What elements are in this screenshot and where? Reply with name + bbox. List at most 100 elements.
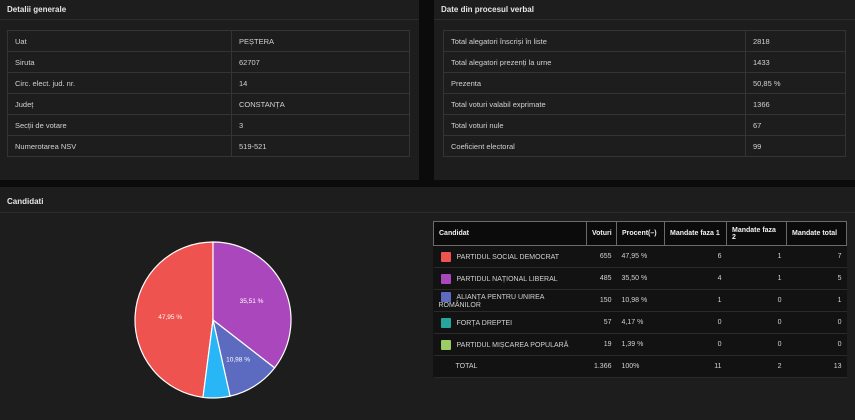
detail-label: Prezenta [443, 72, 746, 94]
candidate-votes: 57 [586, 311, 617, 334]
candidate-mandates-phase-1: 0 [664, 333, 727, 356]
detail-row: Numerotarea NSV 519-521 [7, 135, 410, 157]
pie-slice-label: 47,95 % [158, 314, 182, 321]
pie-slice[interactable] [202, 319, 231, 399]
candidate-name-cell: PARTIDUL NAȚIONAL LIBERAL [433, 267, 587, 290]
party-color-swatch [440, 292, 451, 302]
candidate-name: ALIANȚA PENTRU UNIREA ROMÂNILOR [438, 293, 545, 309]
candidate-name: PARTIDUL MIȘCAREA POPULARĂ [456, 341, 569, 349]
detail-row: Coeficient electoral 99 [443, 135, 846, 157]
candidate-mandates-phase-1: 6 [664, 245, 727, 268]
detail-value: 2818 [745, 30, 846, 52]
pie-slice-label: 10,98 % [226, 357, 250, 364]
panel-divider [0, 19, 419, 20]
votes-pie-chart: 47,95 % 35,51 % 10,98 % [134, 241, 292, 399]
candidate-mandates-phase-1: 4 [664, 267, 727, 290]
candidate-percent: 10,98 % [616, 289, 665, 312]
detail-value: 14 [231, 72, 410, 94]
candidate-votes: 150 [586, 289, 617, 312]
candidate-mandates-total: 0 [786, 311, 847, 334]
general-details-title: Detalii generale [7, 5, 67, 14]
candidate-name: PARTIDUL NAȚIONAL LIBERAL [456, 275, 558, 283]
detail-row: Secții de votare 3 [7, 114, 410, 136]
detail-row: Uat PEȘTERA [7, 30, 410, 52]
candidates-header-row: Candidat Voturi Procent(–) Mandate faza … [433, 221, 847, 246]
candidate-mandates-phase-2: 0 [726, 289, 787, 312]
candidate-row: PARTIDUL MIȘCAREA POPULARĂ 19 1,39 % 0 0 0 [433, 333, 847, 356]
party-color-swatch [440, 273, 451, 284]
candidates-table: Candidat Voturi Procent(–) Mandate faza … [433, 221, 847, 378]
detail-label: Total alegatori prezenți la urne [443, 51, 746, 73]
candidate-mandates-total: 7 [786, 245, 847, 268]
header-votes[interactable]: Voturi [586, 221, 617, 246]
detail-row: Total voturi nule 67 [443, 114, 846, 136]
detail-row: Total alegatori înscriși în liste 2818 [443, 30, 846, 52]
detail-label: Total alegatori înscriși în liste [443, 30, 746, 52]
candidate-percent: 1,39 % [616, 333, 665, 356]
candidate-mandates-total: 0 [786, 333, 847, 356]
detail-value: 519-521 [231, 135, 410, 157]
party-color-swatch [440, 339, 451, 350]
detail-row: Total voturi valabil exprimate 1366 [443, 93, 846, 115]
candidate-name-cell: ALIANȚA PENTRU UNIREA ROMÂNILOR [433, 289, 587, 312]
total-mandates-total: 13 [786, 355, 847, 378]
pie-slice[interactable] [134, 241, 214, 399]
detail-row: Prezenta 50,85 % [443, 72, 846, 94]
candidate-name-cell: PARTIDUL MIȘCAREA POPULARĂ [433, 333, 587, 356]
candidate-mandates-phase-2: 0 [726, 311, 787, 334]
candidate-row: FORȚA DREPTEI 57 4,17 % 0 0 0 [433, 311, 847, 334]
candidate-name: PARTIDUL SOCIAL DEMOCRAT [456, 253, 560, 261]
party-color-swatch [440, 317, 451, 328]
candidate-mandates-phase-2: 1 [726, 245, 787, 268]
header-mandates-phase-1[interactable]: Mandate faza 1 [664, 221, 727, 246]
total-mandates-phase-2: 2 [726, 355, 787, 378]
candidate-name-cell: PARTIDUL SOCIAL DEMOCRAT [433, 245, 587, 268]
candidate-row: PARTIDUL SOCIAL DEMOCRAT 655 47,95 % 6 1 7 [433, 245, 847, 268]
detail-value: 1366 [745, 93, 846, 115]
detail-value: 50,85 % [745, 72, 846, 94]
detail-value: PEȘTERA [231, 30, 410, 52]
detail-label: Circ. elect. jud. nr. [7, 72, 232, 94]
party-color-swatch [440, 251, 451, 262]
panel-divider [434, 19, 855, 20]
header-mandates-phase-2[interactable]: Mandate faza 2 [726, 221, 787, 246]
header-percent[interactable]: Procent(–) [616, 221, 665, 246]
detail-value: 67 [745, 114, 846, 136]
detail-label: Județ [7, 93, 232, 115]
candidate-mandates-phase-1: 0 [664, 311, 727, 334]
candidate-votes: 655 [586, 245, 617, 268]
header-candidate[interactable]: Candidat [433, 221, 587, 246]
candidate-name-cell: FORȚA DREPTEI [433, 311, 587, 334]
candidate-votes: 485 [586, 267, 617, 290]
total-row: TOTAL 1.366 100% 11 2 13 [433, 355, 847, 378]
detail-label: Total voturi valabil exprimate [443, 93, 746, 115]
total-mandates-phase-1: 11 [664, 355, 727, 378]
total-percent: 100% [616, 355, 665, 378]
verbal-data-panel: Date din procesul verbal Total alegatori… [434, 0, 855, 180]
candidate-name: FORȚA DREPTEI [456, 319, 513, 327]
general-details-panel: Detalii generale Uat PEȘTERA Siruta 62707 Ci… [0, 0, 419, 180]
candidate-votes: 19 [586, 333, 617, 356]
verbal-data-table: Total alegatori înscriși în liste 2818 Tot… [443, 30, 846, 157]
pie-slice[interactable] [212, 241, 292, 369]
detail-label: Coeficient electoral [443, 135, 746, 157]
panel-divider [0, 212, 855, 213]
detail-label: Secții de votare [7, 114, 232, 136]
detail-row: Județ CONSTANȚA [7, 93, 410, 115]
candidate-mandates-total: 1 [786, 289, 847, 312]
candidate-row: PARTIDUL NAȚIONAL LIBERAL 485 35,50 % 4 1 5 [433, 267, 847, 290]
detail-value: 1433 [745, 51, 846, 73]
header-mandates-total[interactable]: Mandate total [786, 221, 847, 246]
candidate-percent: 4,17 % [616, 311, 665, 334]
total-votes: 1.366 [586, 355, 617, 378]
candidate-mandates-phase-2: 1 [726, 267, 787, 290]
detail-label: Total voturi nule [443, 114, 746, 136]
detail-label: Numerotarea NSV [7, 135, 232, 157]
candidate-percent: 35,50 % [616, 267, 665, 290]
candidates-title: Candidati [7, 197, 44, 206]
candidate-mandates-phase-2: 0 [726, 333, 787, 356]
candidate-mandates-phase-1: 1 [664, 289, 727, 312]
candidate-row: ALIANȚA PENTRU UNIREA ROMÂNILOR 150 10,98 … [433, 289, 847, 312]
detail-row: Siruta 62707 [7, 51, 410, 73]
detail-row: Circ. elect. jud. nr. 14 [7, 72, 410, 94]
